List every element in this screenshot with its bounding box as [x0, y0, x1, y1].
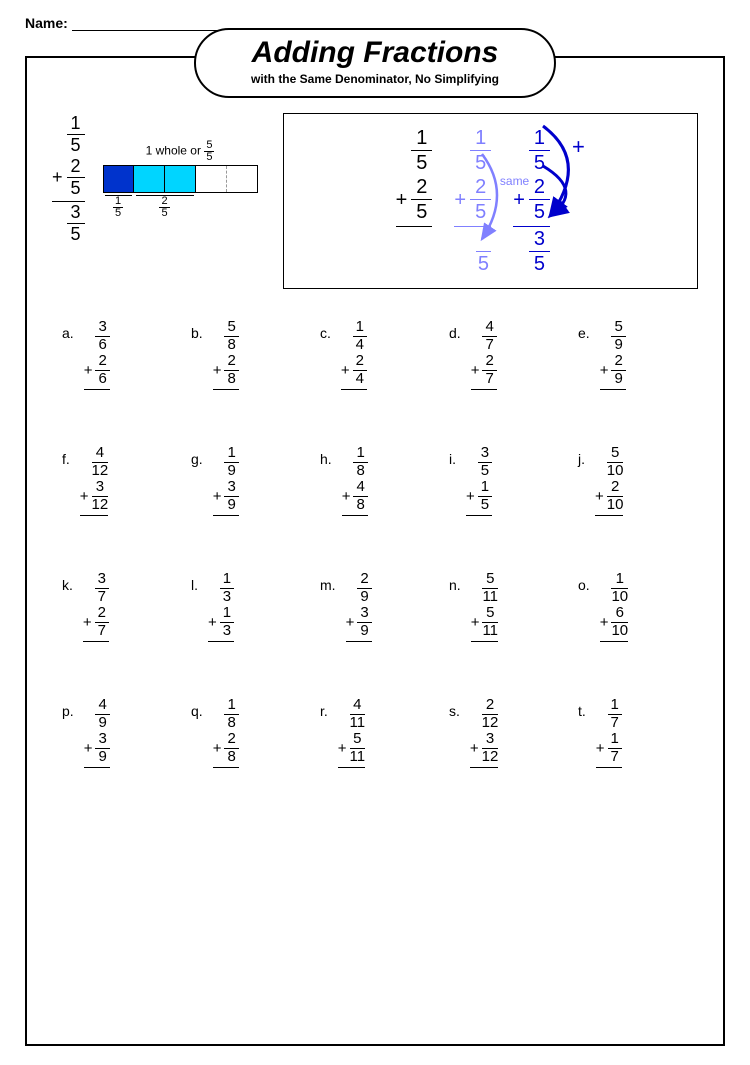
problem-letter: a.: [62, 319, 74, 341]
problem: p. 49+39: [62, 697, 172, 768]
problem-stack: 412+312: [80, 445, 108, 516]
problem-stack: 19+39: [213, 445, 239, 516]
problem: l. 13+13: [191, 571, 301, 642]
problem-letter: c.: [320, 319, 331, 341]
problem: r. 411+511: [320, 697, 430, 768]
problem: n. 511+511: [449, 571, 559, 642]
problem-letter: l.: [191, 571, 198, 593]
problem-stack: 511+511: [471, 571, 498, 642]
problem-stack: 18+48: [342, 445, 368, 516]
problem-row: f. 412+312 g. 19+39 h. 18+48 i. 35+15 j. 510+210: [62, 445, 688, 516]
problem-stack: 29+39: [346, 571, 372, 642]
problem: q. 18+28: [191, 697, 301, 768]
problem-letter: r.: [320, 697, 328, 719]
problem-letter: k.: [62, 571, 73, 593]
problem: b. 58+28: [191, 319, 301, 390]
problem: s. 212+312: [449, 697, 559, 768]
problem-row: p. 49+39 q. 18+28 r. 411+511 s. 212+312 t. 17+17: [62, 697, 688, 768]
problem-letter: m.: [320, 571, 336, 593]
problem-letter: h.: [320, 445, 332, 467]
problem: t. 17+17: [578, 697, 688, 768]
problem-letter: e.: [578, 319, 590, 341]
worksheet-frame: Adding Fractions with the Same Denominat…: [25, 56, 725, 1046]
problem-letter: t.: [578, 697, 586, 719]
problem-letter: n.: [449, 571, 461, 593]
problem: g. 19+39: [191, 445, 301, 516]
title-capsule: Adding Fractions with the Same Denominat…: [194, 28, 556, 98]
bar-cell: [165, 166, 196, 192]
problem-letter: i.: [449, 445, 456, 467]
problem-stack: 47+27: [471, 319, 497, 390]
problem-row: a. 36+26 b. 58+28 c. 14+24 d. 47+27 e. 59+29: [62, 319, 688, 390]
example-column: 15+25: [396, 126, 433, 227]
problem-letter: f.: [62, 445, 70, 467]
problem-stack: 35+15: [466, 445, 492, 516]
problem-letter: q.: [191, 697, 203, 719]
problem: d. 47+27: [449, 319, 559, 390]
problem: c. 14+24: [320, 319, 430, 390]
bar-cell: [196, 166, 227, 192]
problem: o. 110+610: [578, 571, 688, 642]
problem-row: k. 37+27 l. 13+13 m. 29+39 n. 511+511 o. 110+610: [62, 571, 688, 642]
bar-bottom-label: 15: [103, 195, 134, 219]
problem: i. 35+15: [449, 445, 559, 516]
example-addition: 15 +25 35: [52, 113, 85, 245]
bar-model: 1 whole or 55 1525: [103, 140, 258, 219]
problem-stack: 36+26: [84, 319, 110, 390]
name-label: Name:: [25, 15, 68, 31]
problem-stack: 13+13: [208, 571, 234, 642]
problem-stack: 17+17: [596, 697, 622, 768]
problem-letter: d.: [449, 319, 461, 341]
problem: a. 36+26: [62, 319, 172, 390]
example-column: 15+2535: [513, 126, 550, 276]
problem-stack: 37+27: [83, 571, 109, 642]
example-column: 15+25 5same: [454, 126, 491, 276]
problem-letter: s.: [449, 697, 460, 719]
problem: m. 29+39: [320, 571, 430, 642]
page-subtitle: with the Same Denominator, No Simplifyin…: [251, 72, 499, 86]
example-left: 15 +25 35 1 whole or 55 1525: [52, 113, 258, 245]
problem: e. 59+29: [578, 319, 688, 390]
problem-stack: 510+210: [595, 445, 623, 516]
problem-stack: 212+312: [470, 697, 498, 768]
problem-stack: 59+29: [600, 319, 626, 390]
problem-stack: 14+24: [341, 319, 367, 390]
problem-letter: p.: [62, 697, 74, 719]
problem: f. 412+312: [62, 445, 172, 516]
problem-letter: g.: [191, 445, 203, 467]
problem: j. 510+210: [578, 445, 688, 516]
problem-stack: 110+610: [600, 571, 628, 642]
problem-letter: j.: [578, 445, 585, 467]
bar-cell: [227, 166, 257, 192]
problem: h. 18+48: [320, 445, 430, 516]
bar-cell: [134, 166, 165, 192]
problem-stack: 58+28: [213, 319, 239, 390]
problem-stack: 411+511: [338, 697, 365, 768]
problem-letter: o.: [578, 571, 590, 593]
plus-right: +: [572, 126, 585, 160]
problems-grid: a. 36+26 b. 58+28 c. 14+24 d. 47+27 e. 59+29 f. 412…: [27, 309, 723, 808]
problem-letter: b.: [191, 319, 203, 341]
problem: k. 37+27: [62, 571, 172, 642]
bar-cell: [104, 166, 135, 192]
example-right-box: 15+25 15+25 5same 15+2535 +: [283, 113, 698, 289]
bar-bottom-label: 25: [134, 195, 196, 219]
problem-stack: 49+39: [84, 697, 110, 768]
page-title: Adding Fractions: [251, 36, 499, 70]
problem-stack: 18+28: [213, 697, 239, 768]
